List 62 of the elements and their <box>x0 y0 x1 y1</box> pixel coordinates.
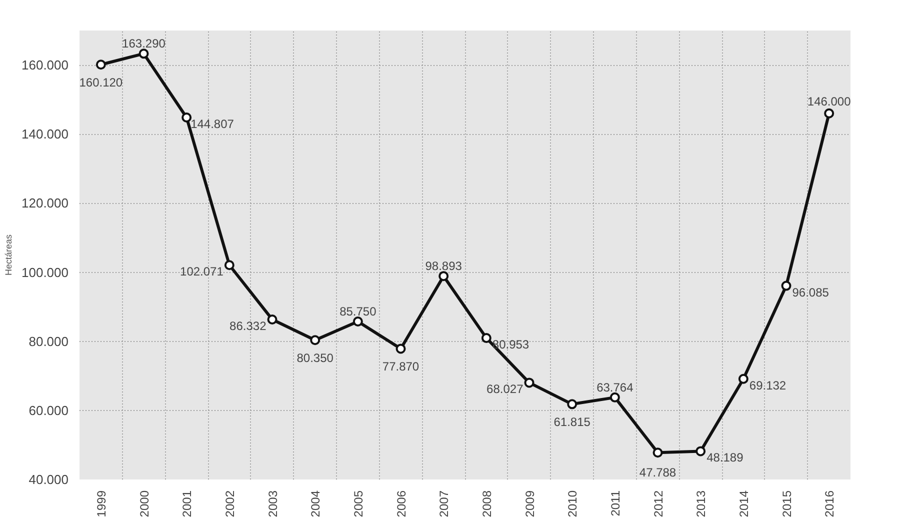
x-tick-label: 2000 <box>137 490 152 518</box>
text: 69.132 <box>749 378 786 392</box>
x-tick-label: 2003 <box>266 490 280 518</box>
y-tick-label: 140.000 <box>22 126 69 142</box>
text: 160.120 <box>79 76 123 90</box>
point <box>267 314 278 324</box>
point <box>396 344 406 354</box>
x-tick-label: 2004 <box>308 490 323 518</box>
point <box>567 399 578 410</box>
x-tick-label: 2005 <box>351 490 366 518</box>
x-tick-label: 2011 <box>608 490 622 516</box>
x-tick-label: 2013 <box>694 490 708 518</box>
point <box>310 335 320 346</box>
text: 146.000 <box>807 94 851 108</box>
point <box>182 112 192 123</box>
text: 163.290 <box>122 36 166 51</box>
x-tick-label: 2007 <box>437 490 452 518</box>
text: 48.189 <box>706 450 744 465</box>
text: 47.788 <box>639 466 676 480</box>
y-axis-title: Hectáreas <box>4 234 14 276</box>
text: 80.350 <box>296 351 334 366</box>
x-tick-label: 2006 <box>394 490 408 518</box>
x-tick-label: 2009 <box>522 490 537 518</box>
y-tick-label: 40.000 <box>28 472 69 487</box>
x-tick-label: 2012 <box>651 490 666 518</box>
y-tick-label: 120.000 <box>22 196 69 211</box>
point <box>738 374 748 384</box>
text: 144.807 <box>190 117 234 132</box>
x-tick-label: 1999 <box>94 490 108 518</box>
point <box>696 446 706 456</box>
x-tick-label: 2001 <box>180 490 194 518</box>
text: 80.953 <box>492 338 530 352</box>
point <box>138 48 149 59</box>
y-tick-label: 100.000 <box>22 264 69 280</box>
text: 86.332 <box>230 318 266 333</box>
x-tick-label: 2002 <box>222 490 237 518</box>
point <box>824 108 834 118</box>
x-tick-label: 2016 <box>822 490 837 518</box>
point <box>224 260 234 270</box>
y-tick-label: 60.000 <box>28 402 69 418</box>
text: 102.071 <box>180 264 224 279</box>
point <box>96 60 106 70</box>
text: 77.870 <box>382 360 420 374</box>
x-tick-label: 2008 <box>480 490 494 518</box>
text: 61.815 <box>554 415 590 430</box>
point <box>481 333 492 344</box>
x-tick-label: 2010 <box>566 490 580 518</box>
x-tick-label: 2015 <box>780 490 794 518</box>
point <box>438 271 449 282</box>
point <box>781 280 792 291</box>
point <box>652 448 663 458</box>
x-tick-label: 2014 <box>736 490 751 518</box>
text: 85.750 <box>340 304 376 318</box>
point <box>524 378 534 388</box>
text: 96.085 <box>792 285 829 300</box>
point <box>352 316 363 326</box>
point <box>610 392 620 402</box>
y-tick-label: 80.000 <box>28 334 69 349</box>
text: 63.764 <box>596 380 634 394</box>
text: 98.893 <box>425 259 462 274</box>
y-tick-label: 160.000 <box>22 58 69 73</box>
text: 68.027 <box>486 382 524 396</box>
